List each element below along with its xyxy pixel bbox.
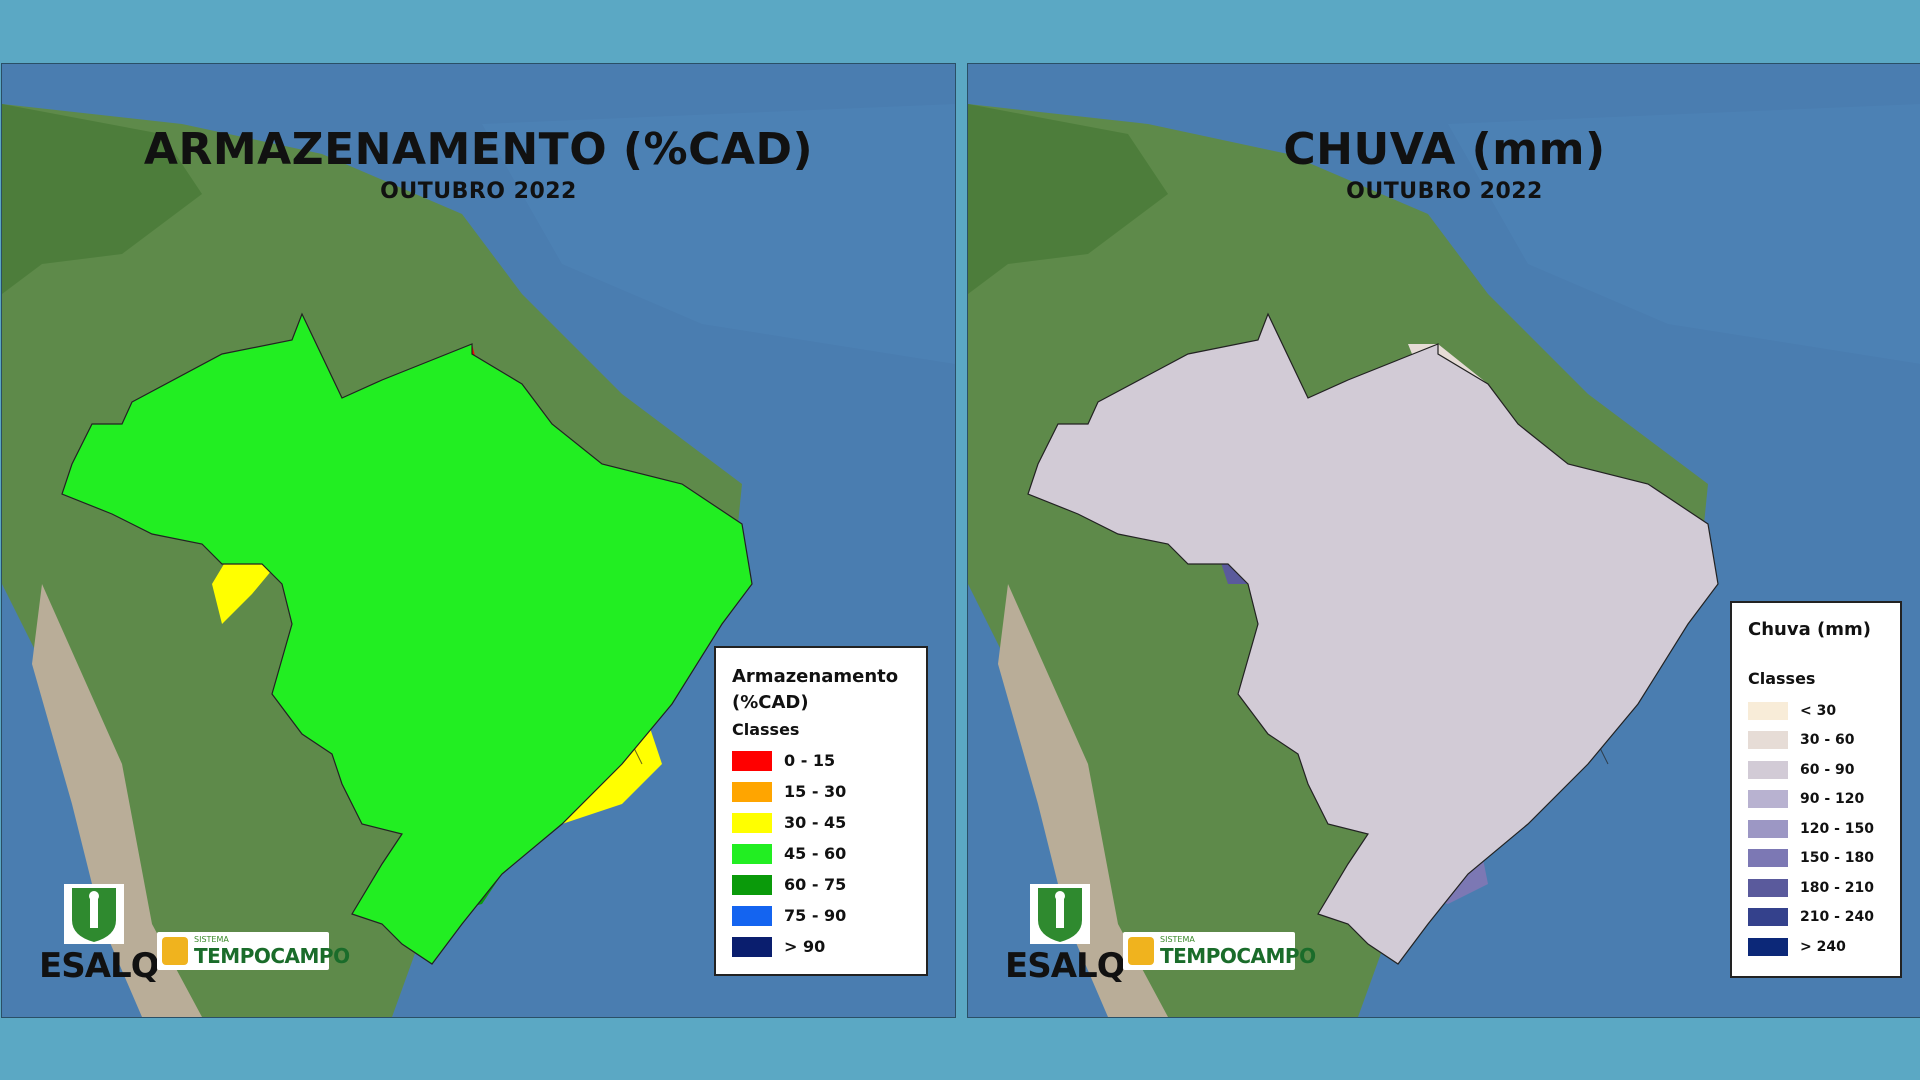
legend-label: > 240 <box>1800 938 1846 955</box>
legend-label: 15 - 30 <box>784 782 847 801</box>
legend-label: 180 - 210 <box>1800 879 1875 896</box>
legend-label: 210 - 240 <box>1800 909 1875 926</box>
legend-label: 45 - 60 <box>784 844 847 863</box>
tempocampo-wordmark: TEMPOCAMPO <box>194 944 350 968</box>
rain-legend: Chuva (mm) Classes < 30 30 - 60 60 - 90 … <box>1730 601 1902 978</box>
storage-legend-title-line2: (%CAD) <box>732 692 809 713</box>
rain-legend-classes-label: Classes <box>1748 669 1816 688</box>
legend-row: 60 - 75 <box>732 869 910 900</box>
esalq-logo: ESALQ <box>39 884 160 996</box>
legend-swatch <box>732 874 772 895</box>
tempocampo-logo: SISTEMA TEMPOCAMPO <box>1123 932 1316 970</box>
esalq-logo: ESALQ <box>1005 884 1126 996</box>
rain-map-subtitle: OUTUBRO 2022 <box>1346 179 1543 204</box>
legend-swatch <box>1748 731 1788 750</box>
legend-swatch <box>1748 819 1788 838</box>
legend-label: 75 - 90 <box>784 906 847 925</box>
legend-label: 150 - 180 <box>1800 850 1875 867</box>
legend-row: 30 - 45 <box>732 807 910 838</box>
storage-map-panel: ARMAZENAMENTO (%CAD) OUTUBRO 2022 Armaze… <box>1 63 956 1018</box>
legend-row: 15 - 30 <box>732 776 910 807</box>
legend-row: 60 - 90 <box>1748 755 1884 785</box>
rain-legend-classes: < 30 30 - 60 60 - 90 90 - 120 120 - 150 … <box>1748 696 1884 962</box>
legend-swatch <box>1748 937 1788 956</box>
storage-legend-title-line1: Armazenamento <box>732 666 899 687</box>
storage-map-subtitle: OUTUBRO 2022 <box>380 179 577 204</box>
legend-label: 90 - 120 <box>1800 791 1865 808</box>
esalq-shield-icon <box>64 884 124 944</box>
legend-label: 120 - 150 <box>1800 820 1875 837</box>
legend-label: 30 - 45 <box>784 813 847 832</box>
storage-legend: Armazenamento (%CAD) Classes 0 - 15 15 -… <box>714 646 928 976</box>
legend-swatch <box>1748 790 1788 809</box>
legend-swatch <box>732 781 772 802</box>
legend-row: 120 - 150 <box>1748 814 1884 844</box>
legend-label: 60 - 90 <box>1800 761 1855 778</box>
storage-map-title: ARMAZENAMENTO (%CAD) <box>143 124 814 175</box>
legend-label: 30 - 60 <box>1800 732 1855 749</box>
legend-swatch <box>1748 701 1788 720</box>
legend-swatch <box>732 936 772 957</box>
esalq-wordmark: ESALQ <box>39 946 160 986</box>
legend-row: 0 - 15 <box>732 745 910 776</box>
legend-swatch <box>732 750 772 771</box>
rain-map-panel: CHUVA (mm) OUTUBRO 2022 Chuva (mm) Class… <box>967 63 1920 1018</box>
storage-map <box>2 64 955 1017</box>
legend-row: > 240 <box>1748 932 1884 962</box>
legend-row: 30 - 60 <box>1748 726 1884 756</box>
esalq-wordmark: ESALQ <box>1005 946 1126 986</box>
rain-legend-title: Chuva (mm) <box>1748 619 1871 640</box>
storage-legend-classes-label: Classes <box>732 720 800 739</box>
legend-row: 75 - 90 <box>732 900 910 931</box>
tempocampo-wordmark: TEMPOCAMPO <box>1160 944 1316 968</box>
rain-map-title: CHUVA (mm) <box>1283 124 1606 175</box>
legend-row: 150 - 180 <box>1748 844 1884 874</box>
tempocampo-icon <box>162 937 188 965</box>
legend-row: 180 - 210 <box>1748 873 1884 903</box>
storage-legend-classes: 0 - 15 15 - 30 30 - 45 45 - 60 60 - 75 7… <box>732 745 910 962</box>
legend-swatch <box>732 905 772 926</box>
tempocampo-logo: SISTEMA TEMPOCAMPO <box>157 932 350 970</box>
legend-swatch <box>1748 878 1788 897</box>
tempocampo-sistema: SISTEMA <box>194 935 229 944</box>
legend-swatch <box>732 843 772 864</box>
tempocampo-sistema: SISTEMA <box>1160 935 1195 944</box>
legend-row: 90 - 120 <box>1748 785 1884 815</box>
legend-row: 210 - 240 <box>1748 903 1884 933</box>
legend-label: 60 - 75 <box>784 875 847 894</box>
esalq-shield-icon <box>1030 884 1090 944</box>
legend-row: > 90 <box>732 931 910 962</box>
legend-swatch <box>1748 908 1788 927</box>
legend-swatch <box>1748 849 1788 868</box>
legend-label: > 90 <box>784 937 826 956</box>
tempocampo-icon <box>1128 937 1154 965</box>
legend-label: < 30 <box>1800 702 1837 719</box>
legend-row: 45 - 60 <box>732 838 910 869</box>
rain-map <box>968 64 1920 1017</box>
legend-swatch <box>1748 760 1788 779</box>
legend-row: < 30 <box>1748 696 1884 726</box>
legend-swatch <box>732 812 772 833</box>
legend-label: 0 - 15 <box>784 751 836 770</box>
